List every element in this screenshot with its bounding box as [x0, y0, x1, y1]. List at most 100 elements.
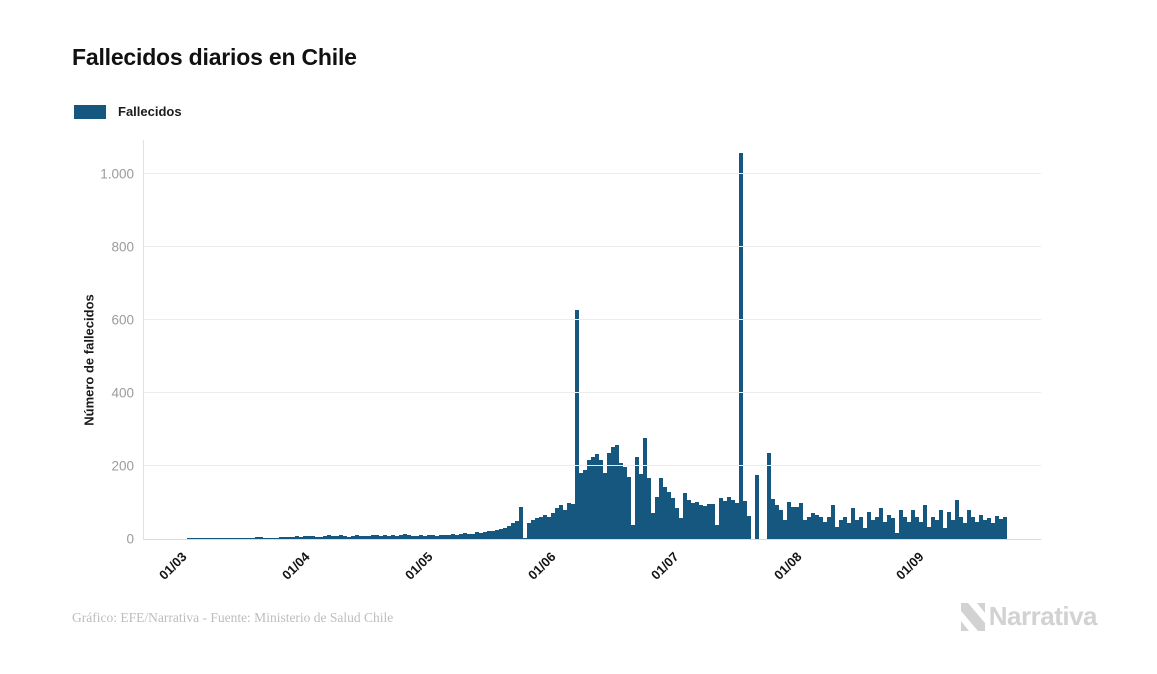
narrativa-logo-text: Narrativa [988, 601, 1098, 631]
bar [427, 535, 431, 539]
bar [263, 537, 267, 539]
bar [787, 501, 791, 539]
bar [491, 531, 495, 539]
bar [855, 520, 859, 539]
legend: Fallecidos [74, 104, 182, 119]
bar [719, 498, 723, 539]
bar [711, 504, 715, 539]
bar [847, 523, 851, 539]
bar [223, 538, 227, 539]
bar [651, 513, 655, 539]
y-tick-label: 800 [111, 239, 134, 255]
bar [539, 517, 543, 539]
bar [479, 532, 483, 539]
gridline [144, 391, 1041, 393]
bar [875, 516, 879, 539]
bar [503, 527, 507, 539]
bar [967, 510, 971, 539]
bar [799, 502, 803, 539]
bar [487, 530, 491, 539]
bar [747, 516, 751, 539]
bar [335, 536, 339, 539]
bar [915, 516, 919, 539]
bar [187, 538, 191, 539]
bar [839, 520, 843, 539]
bar [443, 535, 447, 539]
bar [835, 526, 839, 539]
bar [619, 463, 623, 539]
bar [499, 528, 503, 539]
bar [275, 537, 279, 539]
bar [771, 498, 775, 539]
bar [339, 534, 343, 539]
bar [615, 444, 619, 539]
bar [547, 517, 551, 539]
bar [899, 510, 903, 539]
bar [207, 538, 211, 539]
bar [199, 538, 203, 539]
bar [627, 476, 631, 539]
x-tick-label: 01/04 [278, 549, 313, 583]
bar [251, 537, 255, 539]
bar [247, 538, 251, 539]
bar [471, 533, 475, 539]
x-tick-label: 01/08 [770, 549, 805, 583]
bar [571, 504, 575, 539]
bar [527, 522, 531, 539]
bar [607, 452, 611, 539]
bar [947, 511, 951, 539]
bar [387, 536, 391, 539]
bar [403, 533, 407, 539]
bar [827, 516, 831, 539]
bar [603, 472, 607, 539]
bar [595, 454, 599, 539]
bar [955, 499, 959, 539]
bar [723, 500, 727, 539]
bar [971, 517, 975, 539]
bar [707, 503, 711, 539]
bar [995, 516, 999, 539]
gridline [144, 318, 1041, 320]
bar [959, 516, 963, 539]
x-tick-label: 01/06 [524, 549, 559, 583]
bar [675, 507, 679, 539]
bar [439, 534, 443, 539]
bar [191, 538, 195, 539]
bar-series [167, 140, 1007, 539]
bar [415, 536, 419, 539]
bar [851, 508, 855, 539]
bar [639, 474, 643, 539]
narrativa-logo-icon [960, 602, 985, 631]
bar [367, 536, 371, 539]
bar [271, 537, 275, 539]
bar [999, 518, 1003, 539]
bar [655, 497, 659, 539]
bar [363, 536, 367, 539]
bar [307, 535, 311, 539]
bar [919, 521, 923, 539]
bar [483, 532, 487, 539]
bar [371, 534, 375, 539]
bar [359, 535, 363, 539]
bar [863, 528, 867, 539]
bar [987, 517, 991, 539]
bar [659, 478, 663, 539]
bar [767, 452, 771, 539]
bar [679, 517, 683, 539]
bar [867, 511, 871, 539]
y-tick-label: 1.000 [100, 166, 134, 182]
bar [451, 534, 455, 539]
bar [475, 532, 479, 539]
gridline [144, 172, 1041, 174]
bar [935, 520, 939, 539]
bar [411, 535, 415, 539]
bar [735, 503, 739, 539]
bar [231, 538, 235, 539]
bar [583, 470, 587, 539]
bar [923, 505, 927, 539]
bar [699, 505, 703, 539]
bar [555, 507, 559, 539]
bar [911, 510, 915, 539]
bar [515, 521, 519, 539]
bar [467, 533, 471, 539]
